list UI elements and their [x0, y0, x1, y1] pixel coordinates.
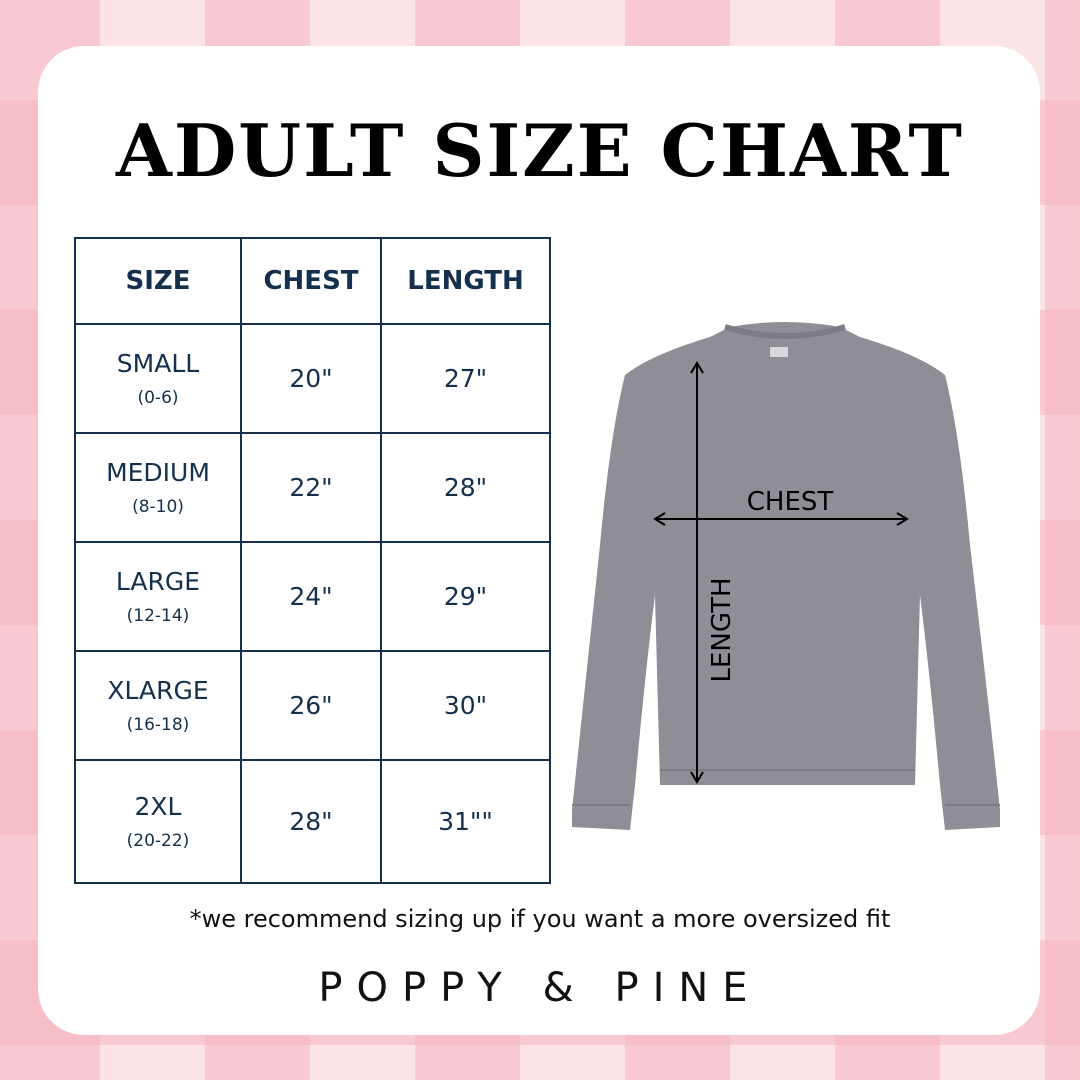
length-cell: 31""	[380, 759, 551, 884]
header-length: LENGTH	[380, 237, 551, 325]
table-row: XLARGE (16-18) 26" 30"	[74, 650, 551, 761]
chest-cell: 20"	[240, 323, 382, 434]
size-table: SIZE CHEST LENGTH SMALL (0-6) 20" 27" MEDI…	[74, 237, 551, 884]
sizing-note: *we recommend sizing up if you want a mo…	[189, 905, 891, 933]
size-name: 2XL	[134, 792, 182, 821]
chest-cell: 24"	[240, 541, 382, 652]
header-size: SIZE	[74, 237, 242, 325]
size-name: SMALL	[116, 349, 200, 378]
chest-cell: 26"	[240, 650, 382, 761]
size-name: MEDIUM	[106, 458, 210, 487]
size-range: (20-22)	[126, 831, 190, 851]
length-cell: 27"	[380, 323, 551, 434]
length-label: LENGTH	[707, 577, 737, 682]
chest-cell: 28"	[240, 759, 382, 884]
length-cell: 28"	[380, 432, 551, 543]
brand-name: POPPY & PINE	[318, 965, 762, 1011]
size-name: XLARGE	[107, 676, 209, 705]
size-cell: SMALL (0-6)	[74, 323, 242, 434]
size-cell: MEDIUM (8-10)	[74, 432, 242, 543]
size-name: LARGE	[115, 567, 201, 596]
size-range: (12-14)	[126, 606, 190, 626]
length-cell: 30"	[380, 650, 551, 761]
table-row: MEDIUM (8-10) 22" 28"	[74, 432, 551, 543]
chest-label: CHEST	[747, 487, 834, 517]
page-title: ADULT SIZE CHART	[115, 108, 964, 193]
size-range: (0-6)	[137, 388, 179, 408]
length-cell: 29"	[380, 541, 551, 652]
table-header-row: SIZE CHEST LENGTH	[74, 237, 551, 325]
table-row: 2XL (20-22) 28" 31""	[74, 759, 551, 884]
table-row: SMALL (0-6) 20" 27"	[74, 323, 551, 434]
size-cell: LARGE (12-14)	[74, 541, 242, 652]
chest-cell: 22"	[240, 432, 382, 543]
size-range: (16-18)	[126, 715, 190, 735]
tag-label	[770, 347, 788, 357]
size-cell: XLARGE (16-18)	[74, 650, 242, 761]
sweatshirt-diagram: CHEST LENGTH	[572, 322, 1000, 830]
sweatshirt-image	[572, 322, 1000, 830]
size-cell: 2XL (20-22)	[74, 759, 242, 884]
size-range: (8-10)	[132, 497, 184, 517]
table-row: LARGE (12-14) 24" 29"	[74, 541, 551, 652]
header-chest: CHEST	[240, 237, 382, 325]
